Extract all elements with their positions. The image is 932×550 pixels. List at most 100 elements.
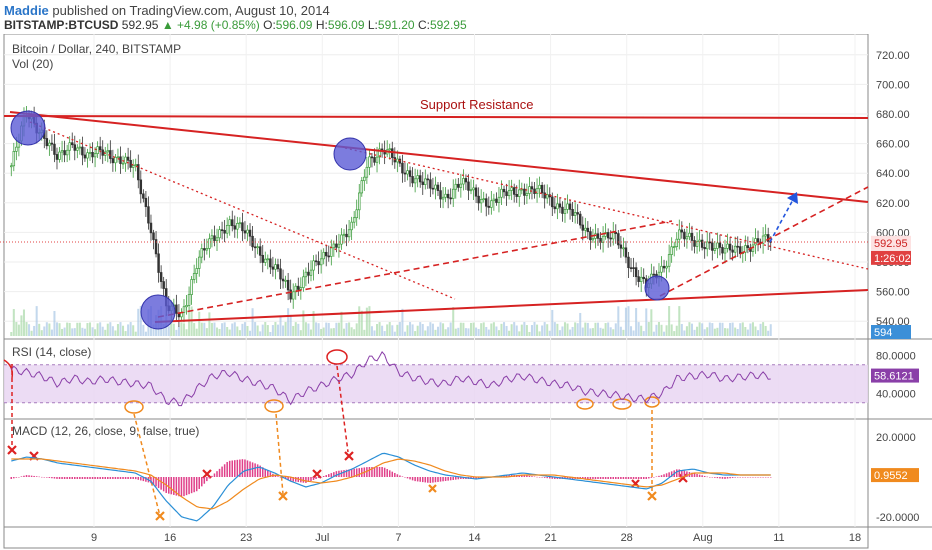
candle-body	[726, 243, 729, 249]
macd-histogram-bar	[228, 460, 231, 477]
volume-bar	[287, 308, 290, 336]
macd-histogram-bar	[658, 475, 660, 477]
macd-histogram-bar	[68, 477, 71, 479]
macd-histogram-bar	[533, 476, 536, 478]
macd-histogram-bar	[292, 477, 294, 482]
macd-histogram-bar	[267, 470, 269, 477]
candle-body	[474, 187, 478, 197]
macd-histogram-bar	[117, 477, 119, 479]
volume-bar	[434, 329, 437, 336]
candle-body	[713, 248, 717, 251]
macd-histogram-bar	[307, 477, 310, 482]
candle-body	[609, 237, 612, 240]
candle-body	[426, 178, 430, 181]
candle-body	[523, 188, 526, 196]
volume-bar	[556, 323, 559, 336]
macd-histogram-bar	[213, 473, 216, 477]
macd-histogram-bar	[109, 477, 112, 479]
descending-trendline[interactable]	[9, 111, 869, 203]
macd-histogram-bar	[625, 477, 627, 479]
author-link[interactable]: Maddie	[4, 3, 49, 18]
macd-histogram-bar	[239, 459, 241, 477]
macd-histogram-bar	[53, 477, 56, 479]
macd-histogram-bar	[391, 471, 394, 477]
resistance-line[interactable]	[3, 115, 869, 119]
volume-bar	[668, 306, 671, 336]
candle-body	[632, 267, 635, 269]
volume-bar	[685, 326, 688, 336]
macd-histogram-bar	[23, 475, 25, 477]
volume-bar	[426, 326, 429, 336]
volume-bar	[505, 325, 508, 336]
candle-body	[421, 181, 424, 185]
candle-body	[335, 243, 338, 248]
volume-bar	[635, 308, 638, 336]
volume-bar	[355, 323, 358, 336]
candle-body	[672, 246, 676, 248]
macd-histogram-bar	[437, 477, 439, 482]
volume-bar	[259, 331, 262, 336]
candle-body	[746, 245, 750, 249]
volume-bar	[78, 322, 81, 336]
candle-body	[495, 198, 498, 203]
candle-body	[350, 221, 353, 231]
candle-body	[436, 184, 440, 191]
candle-body	[68, 142, 71, 151]
candle-body	[505, 191, 508, 197]
candle-body	[571, 209, 574, 216]
volume-bar	[340, 311, 343, 336]
volume-bar	[414, 331, 417, 336]
candle-body	[723, 248, 727, 254]
macd-histogram-bar	[566, 477, 569, 479]
volume-bar	[73, 328, 76, 336]
candle-body	[418, 175, 422, 183]
volume-bar	[508, 330, 511, 336]
macd-histogram-bar	[521, 475, 523, 477]
rsi-tick-label: 40.0000	[876, 388, 916, 400]
volume-bar	[210, 322, 213, 336]
candle-body	[347, 229, 351, 238]
candle-body	[449, 197, 452, 200]
macd-histogram-bar	[742, 477, 744, 478]
candle-body	[584, 227, 587, 231]
chart-canvas[interactable]: Bitcoin / Dollar, 240, BITSTAMP Vol (20)…	[0, 34, 932, 550]
volume-bar	[696, 326, 699, 336]
candle-body	[81, 146, 84, 156]
volume-bar	[503, 322, 506, 336]
macd-histogram-bar	[155, 477, 157, 487]
candle-body	[121, 162, 125, 165]
macd-histogram-bar	[58, 477, 61, 479]
candle-body	[728, 243, 732, 251]
volume-bar	[431, 323, 434, 336]
candle-body	[314, 260, 318, 263]
volume-bar	[388, 322, 391, 336]
macd-histogram-bar	[201, 477, 203, 487]
candle-body	[652, 273, 656, 276]
macd-histogram-bar	[381, 467, 383, 477]
candle-body	[637, 276, 640, 282]
volume-bar	[518, 331, 521, 336]
volume-bar	[469, 322, 473, 336]
volume-bar	[282, 325, 285, 336]
candle-body	[291, 291, 295, 300]
candle-body	[228, 219, 231, 226]
candle-body	[370, 156, 374, 159]
volume-bar	[759, 323, 762, 336]
candle-body	[182, 306, 186, 313]
high-value: 596.09	[327, 18, 365, 32]
volume-bar	[624, 307, 627, 336]
candle-body	[55, 154, 59, 160]
macd-histogram-bar	[592, 477, 594, 479]
macd-histogram-bar	[736, 477, 739, 478]
support-line[interactable]	[154, 289, 869, 323]
macd-histogram-bar	[683, 470, 686, 477]
macd-histogram-bar	[244, 459, 246, 477]
volume-bar	[213, 322, 216, 336]
volume-bar	[299, 330, 302, 336]
macd-histogram-bar	[411, 477, 414, 481]
volume-bar	[764, 325, 767, 336]
macd-histogram-bar	[208, 477, 211, 479]
volume-label: Vol (20)	[12, 57, 53, 71]
candle-body	[86, 152, 89, 159]
volume-bar	[718, 322, 721, 336]
